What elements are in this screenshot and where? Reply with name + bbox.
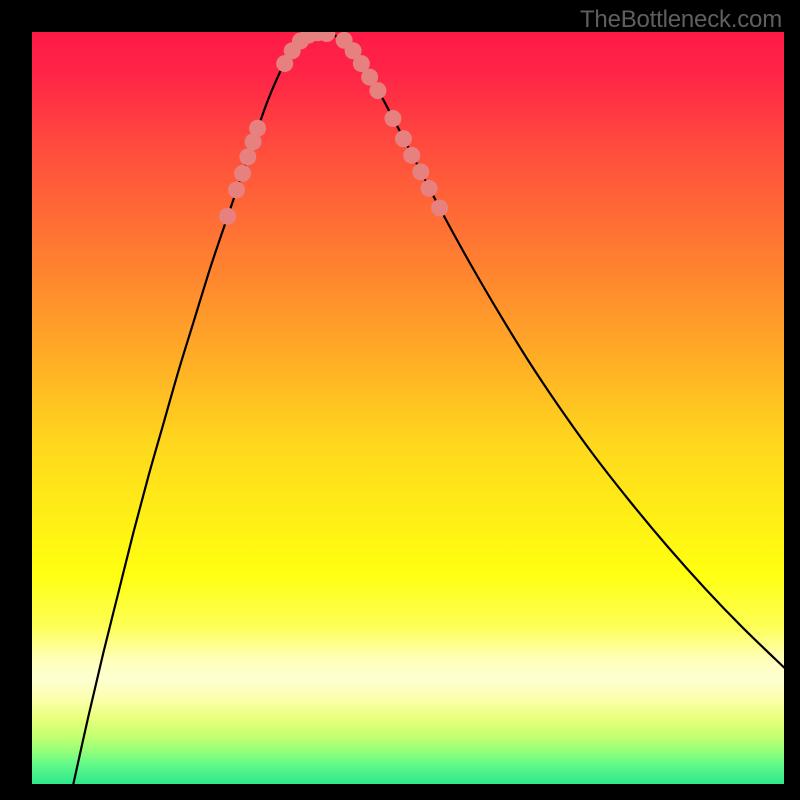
curve-dot bbox=[412, 163, 429, 180]
curve-dot bbox=[421, 180, 438, 197]
curve-dot bbox=[384, 110, 401, 127]
curve-dot bbox=[239, 148, 256, 165]
curve-dot bbox=[403, 147, 420, 164]
curve-dots bbox=[32, 32, 784, 784]
curve-dot bbox=[431, 199, 448, 216]
plot-area bbox=[32, 32, 784, 784]
curve-dot bbox=[219, 208, 236, 225]
curve-dot bbox=[228, 181, 245, 198]
curve-dot bbox=[395, 130, 412, 147]
curve-dot bbox=[369, 82, 386, 99]
curve-dot bbox=[249, 120, 266, 137]
chart-frame: TheBottleneck.com bbox=[0, 0, 800, 800]
watermark-text: TheBottleneck.com bbox=[580, 6, 782, 34]
curve-dot bbox=[234, 165, 251, 182]
